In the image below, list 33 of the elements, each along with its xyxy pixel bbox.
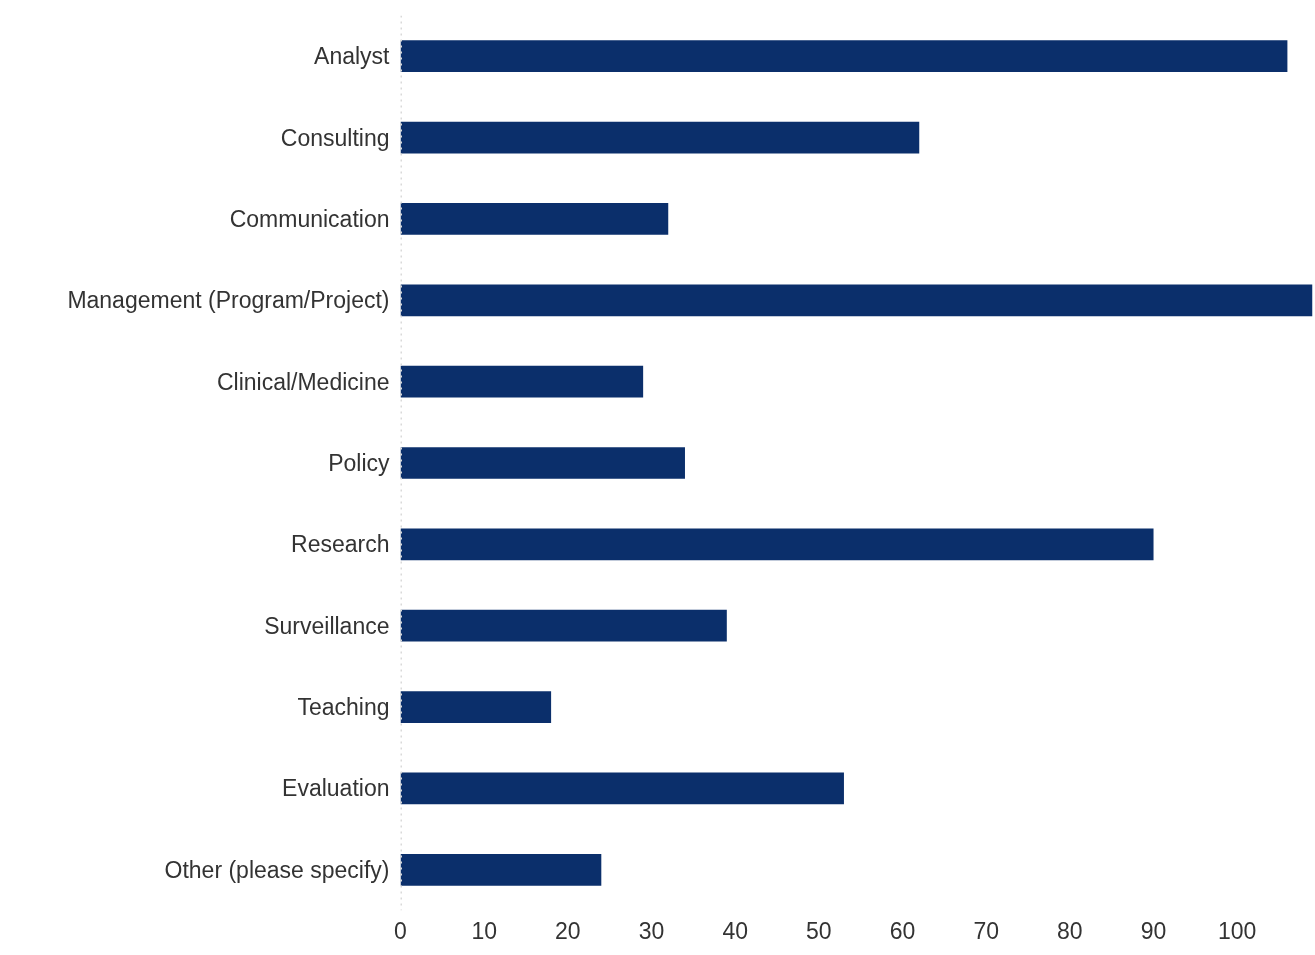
y-tick-label: Teaching [297, 694, 390, 721]
x-tick-label: 70 [973, 917, 999, 944]
bar [400, 853, 602, 886]
x-tick-label: 0 [394, 917, 407, 944]
x-tick-label: 40 [722, 917, 748, 944]
bar [400, 284, 1313, 317]
bar [400, 609, 727, 642]
y-tick-label: Analyst [314, 43, 391, 70]
y-tick-label: Surveillance [264, 612, 390, 639]
x-tick-label: 60 [889, 917, 916, 944]
x-tick-label: 50 [806, 917, 832, 944]
y-tick-label: Communication [229, 205, 390, 232]
y-tick-label: Clinical/Medicine [216, 368, 390, 395]
y-tick-label: Evaluation [282, 775, 390, 802]
bar [400, 772, 844, 805]
x-tick-label: 10 [471, 917, 497, 944]
x-tick-label: 80 [1057, 917, 1083, 944]
x-tick-label: 20 [555, 917, 581, 944]
bar [400, 203, 669, 235]
y-tick-label: Consulting [280, 124, 390, 151]
bar [400, 528, 1154, 561]
x-tick-label: 30 [638, 917, 665, 944]
x-tick-label: 90 [1140, 917, 1167, 944]
y-tick-label: Research [291, 531, 390, 558]
y-tick-label: Other (please specify) [164, 856, 390, 883]
bar [400, 121, 920, 154]
bar [400, 365, 644, 398]
bar [400, 447, 685, 479]
bar [400, 40, 1288, 73]
x-tick-label: 100 [1218, 917, 1257, 944]
y-tick-label: Management (Program/Project) [67, 287, 390, 314]
y-tick-label: Policy [328, 450, 390, 476]
bar [400, 691, 552, 723]
